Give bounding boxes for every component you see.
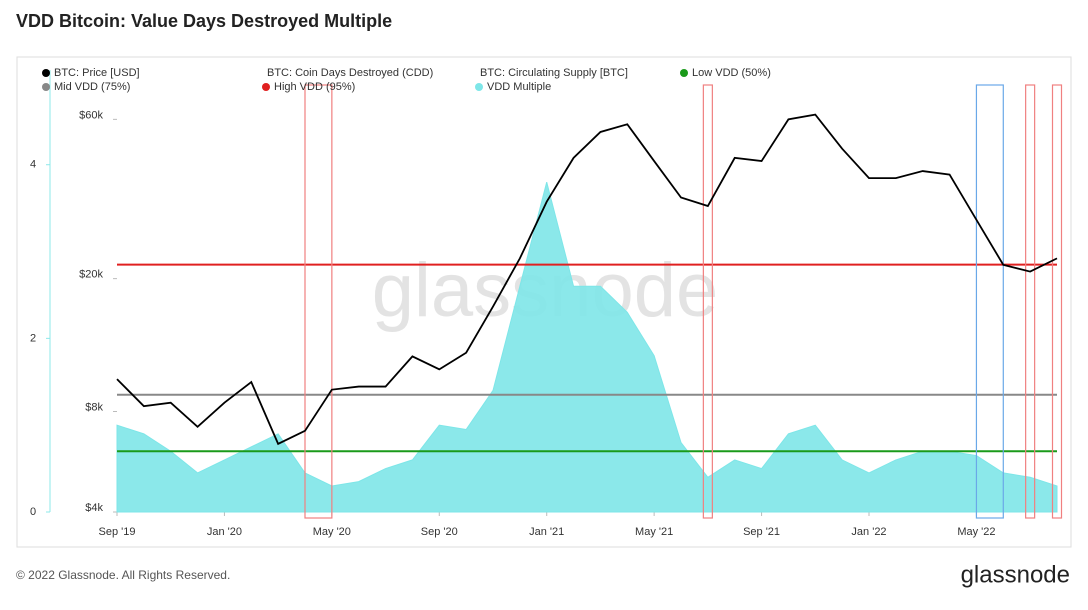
- highlight-region: [304, 84, 333, 519]
- legend-item[interactable]: BTC: Circulating Supply [BTC]: [480, 67, 628, 79]
- x-tick-label: Sep '20: [421, 526, 458, 538]
- x-tick-label: May '22: [957, 526, 995, 538]
- legend-item[interactable]: Mid VDD (75%): [42, 81, 130, 93]
- x-tick-label: Jan '20: [207, 526, 242, 538]
- highlight-region: [975, 84, 1004, 519]
- legend-label: Low VDD (50%): [692, 67, 771, 79]
- legend-item[interactable]: BTC: Price [USD]: [42, 67, 140, 79]
- x-tick-label: May '20: [313, 526, 351, 538]
- chart-title: VDD Bitcoin: Value Days Destroyed Multip…: [16, 11, 392, 31]
- legend-label: VDD Multiple: [487, 81, 551, 93]
- price-line: [116, 113, 1058, 446]
- highlight-region: [702, 84, 713, 519]
- legend-item[interactable]: High VDD (95%): [262, 81, 355, 93]
- legend-swatch: [680, 69, 688, 77]
- x-tick-label: Jan '22: [851, 526, 886, 538]
- y2-tick-label: $4k: [85, 502, 103, 514]
- y2-tick-label: $60k: [79, 109, 103, 121]
- legend-item[interactable]: Low VDD (50%): [680, 67, 771, 79]
- chart-frame: [16, 56, 1072, 548]
- y-tick-label: 0: [30, 506, 36, 518]
- legend-label: High VDD (95%): [274, 81, 355, 93]
- y2-tick-label: $20k: [79, 269, 103, 281]
- legend-label: BTC: Circulating Supply [BTC]: [480, 67, 628, 79]
- x-tick-label: Sep '21: [743, 526, 780, 538]
- legend-label: Mid VDD (75%): [54, 81, 130, 93]
- legend-swatch: [262, 83, 270, 91]
- x-tick-label: May '21: [635, 526, 673, 538]
- legend-swatch: [42, 69, 50, 77]
- legend-swatch: [475, 83, 483, 91]
- x-tick-label: Jan '21: [529, 526, 564, 538]
- legend-label: BTC: Coin Days Destroyed (CDD): [267, 67, 433, 79]
- legend-swatch: [42, 83, 50, 91]
- legend-label: BTC: Price [USD]: [54, 67, 140, 79]
- legend-item[interactable]: VDD Multiple: [475, 81, 551, 93]
- y2-tick-label: $8k: [85, 401, 103, 413]
- highlight-region: [1051, 84, 1063, 519]
- y-tick-label: 2: [30, 332, 36, 344]
- legend-item[interactable]: BTC: Coin Days Destroyed (CDD): [267, 67, 433, 79]
- highlight-region: [1025, 84, 1036, 519]
- logo: glassnode: [961, 561, 1070, 588]
- y-tick-label: 4: [30, 159, 36, 171]
- copyright: © 2022 Glassnode. All Rights Reserved.: [16, 568, 230, 582]
- x-tick-label: Sep '19: [99, 526, 136, 538]
- vdd-area: [116, 181, 1058, 513]
